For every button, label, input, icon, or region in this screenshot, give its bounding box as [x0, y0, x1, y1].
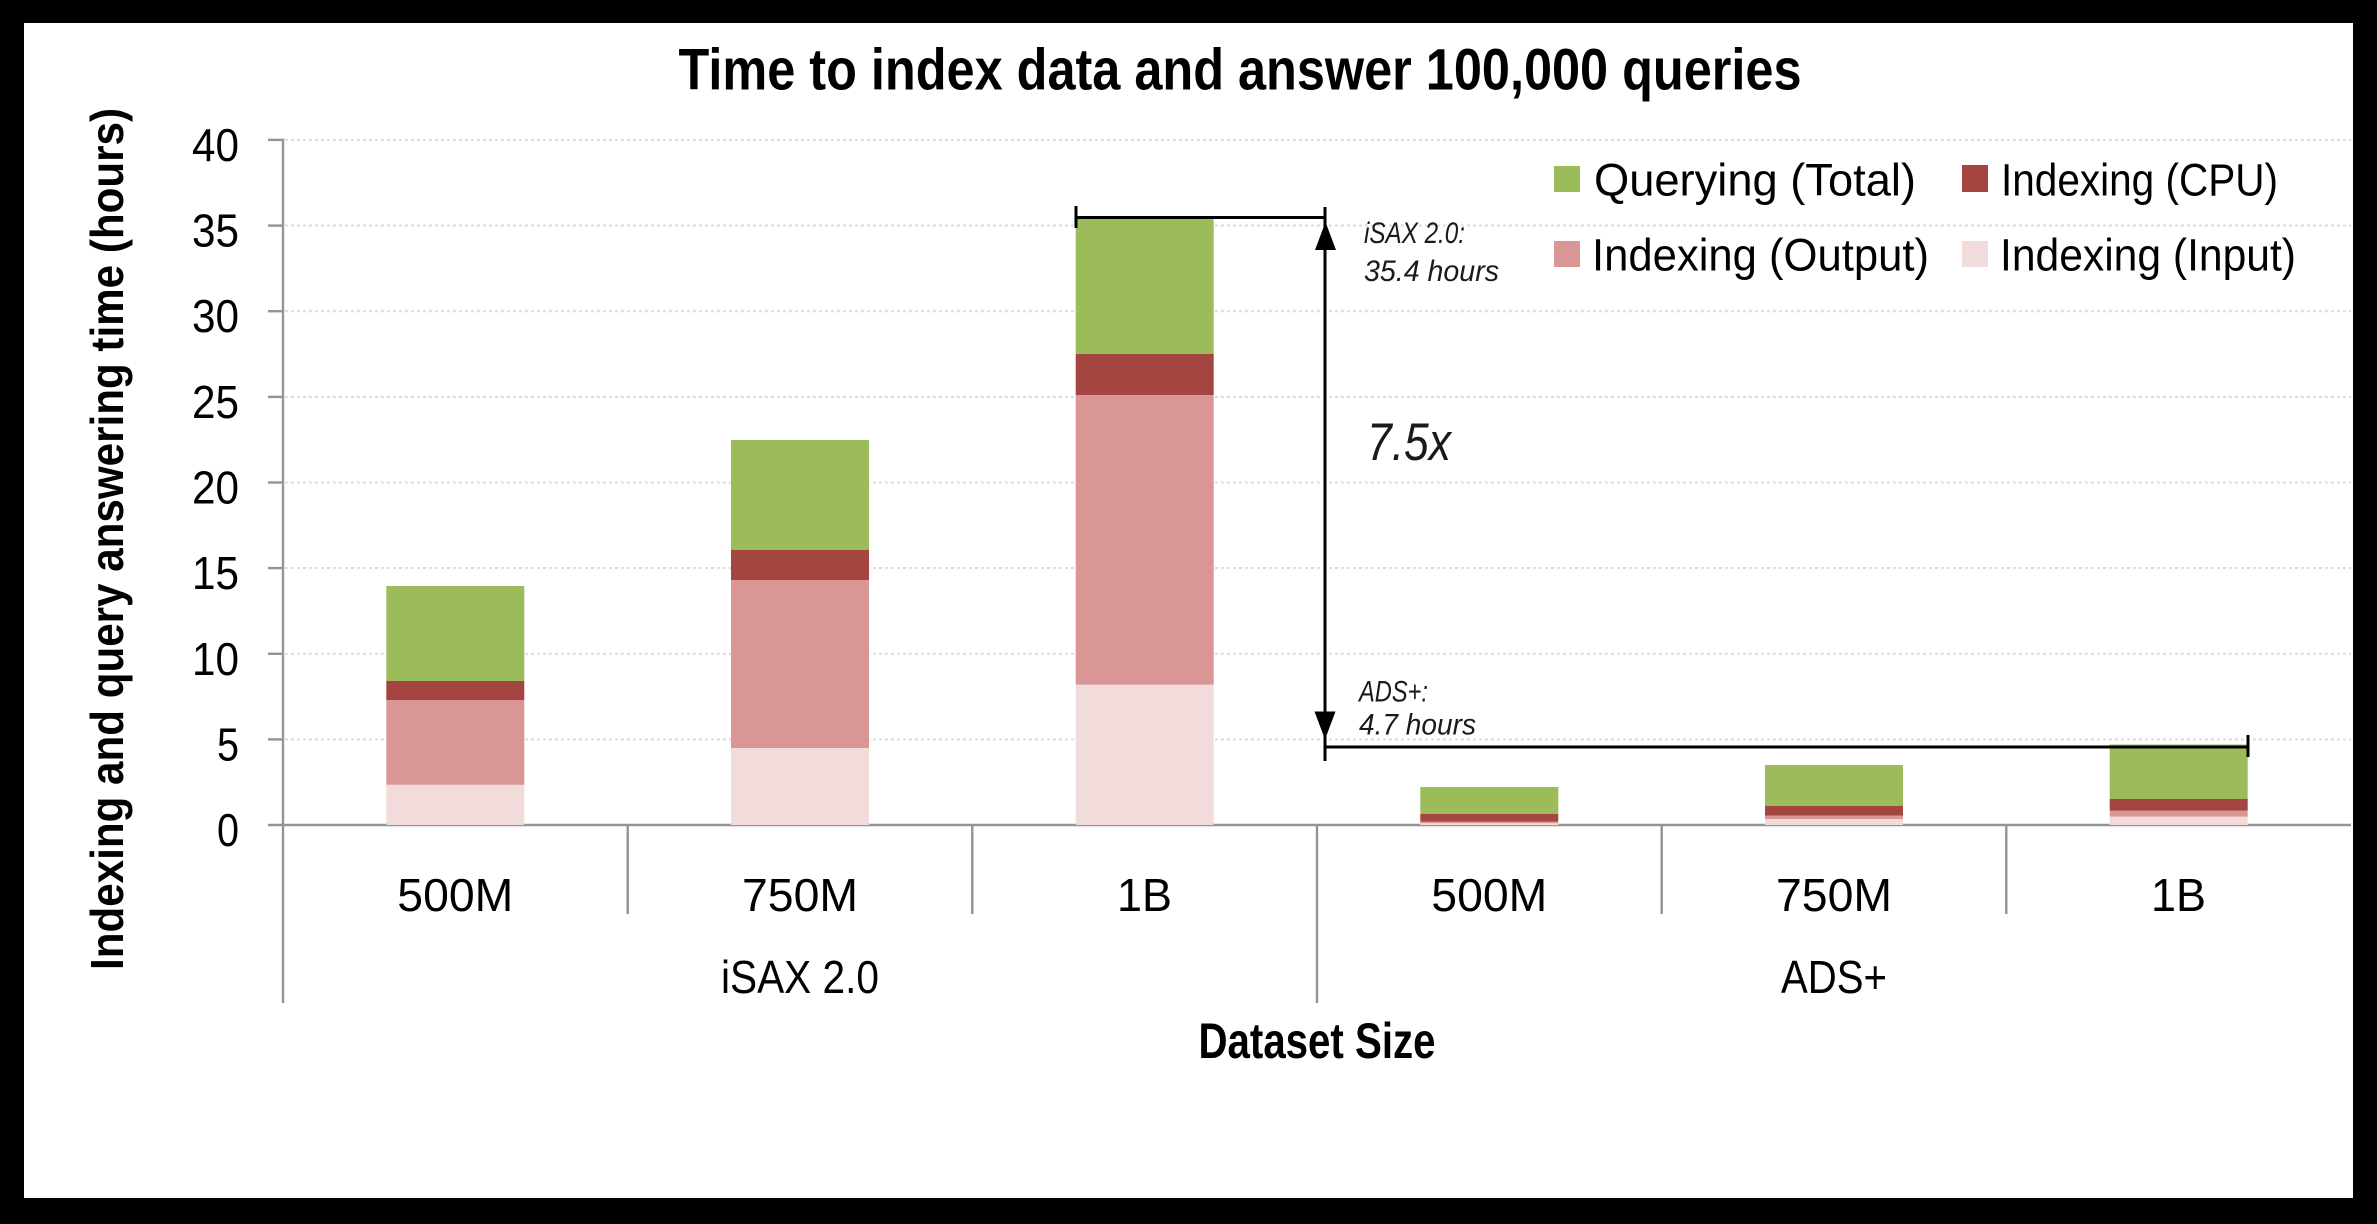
svg-text:4.7 hours: 4.7 hours	[1359, 708, 1476, 741]
svg-text:30: 30	[192, 290, 239, 342]
svg-text:750M: 750M	[742, 869, 858, 921]
svg-text:iSAX 2.0:: iSAX 2.0:	[1364, 217, 1465, 250]
svg-text:1B: 1B	[1117, 869, 1172, 921]
svg-text:35: 35	[192, 205, 239, 257]
svg-text:35.4 hours: 35.4 hours	[1364, 255, 1499, 288]
svg-text:500M: 500M	[1431, 869, 1547, 921]
svg-text:Indexing and query answering t: Indexing and query answering time (hours…	[81, 108, 133, 970]
svg-text:5: 5	[217, 718, 239, 770]
svg-text:Indexing (CPU): Indexing (CPU)	[2001, 155, 2278, 206]
svg-text:1B: 1B	[2151, 869, 2206, 921]
svg-text:500M: 500M	[397, 869, 513, 921]
svg-text:Indexing (Input): Indexing (Input)	[2000, 230, 2296, 281]
svg-text:20: 20	[192, 462, 239, 514]
svg-text:0: 0	[217, 804, 239, 856]
svg-text:10: 10	[192, 633, 239, 685]
svg-text:ADS+: ADS+	[1781, 951, 1887, 1003]
svg-text:Time to index data and answer: Time to index data and answer 100,000 qu…	[679, 38, 1802, 103]
svg-text:750M: 750M	[1776, 869, 1892, 921]
svg-text:40: 40	[192, 119, 239, 171]
svg-text:Indexing (Output): Indexing (Output)	[1592, 230, 1929, 281]
svg-text:15: 15	[192, 547, 239, 599]
svg-text:Dataset Size: Dataset Size	[1199, 1013, 1436, 1069]
svg-text:25: 25	[192, 376, 239, 428]
svg-text:ADS+:: ADS+:	[1357, 676, 1428, 709]
svg-text:iSAX 2.0: iSAX 2.0	[721, 951, 879, 1003]
svg-text:7.5x: 7.5x	[1367, 413, 1453, 472]
svg-text:Querying (Total): Querying (Total)	[1594, 155, 1916, 206]
